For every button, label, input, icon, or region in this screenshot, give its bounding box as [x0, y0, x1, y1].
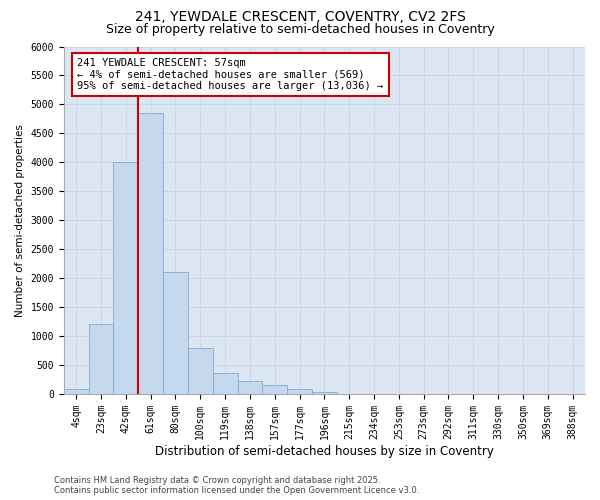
Bar: [312, 392, 337, 394]
Bar: [238, 380, 262, 394]
Text: Contains HM Land Registry data © Crown copyright and database right 2025.
Contai: Contains HM Land Registry data © Crown c…: [54, 476, 419, 495]
Bar: [262, 386, 287, 394]
Bar: [188, 348, 212, 394]
Text: 241 YEWDALE CRESCENT: 57sqm
← 4% of semi-detached houses are smaller (569)
95% o: 241 YEWDALE CRESCENT: 57sqm ← 4% of semi…: [77, 58, 383, 92]
Text: 241, YEWDALE CRESCENT, COVENTRY, CV2 2FS: 241, YEWDALE CRESCENT, COVENTRY, CV2 2FS: [134, 10, 466, 24]
Bar: [89, 324, 113, 394]
Text: Size of property relative to semi-detached houses in Coventry: Size of property relative to semi-detach…: [106, 22, 494, 36]
X-axis label: Distribution of semi-detached houses by size in Coventry: Distribution of semi-detached houses by …: [155, 444, 494, 458]
Y-axis label: Number of semi-detached properties: Number of semi-detached properties: [15, 124, 25, 316]
Bar: [138, 113, 163, 394]
Bar: [64, 390, 89, 394]
Bar: [287, 389, 312, 394]
Bar: [163, 272, 188, 394]
Bar: [113, 162, 138, 394]
Bar: [212, 372, 238, 394]
